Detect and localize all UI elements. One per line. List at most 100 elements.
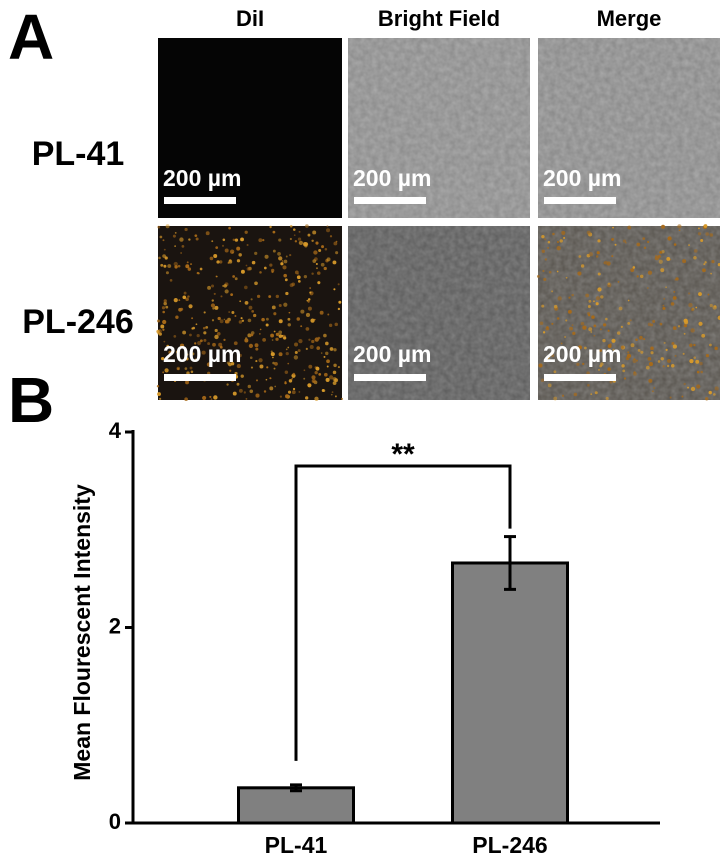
fluorescent-cell	[705, 232, 710, 236]
fluorescent-cell	[213, 254, 218, 259]
fluorescent-cell	[538, 363, 543, 368]
fluorescent-cell	[278, 256, 283, 261]
scale-bar-label: 200 µm	[543, 165, 621, 191]
fluorescent-cell	[599, 328, 602, 331]
fluorescent-cell	[195, 323, 198, 326]
fluorescent-cell	[539, 321, 544, 325]
fluorescent-cell	[291, 377, 294, 380]
fluorescent-cell	[667, 358, 671, 363]
scale-bar	[164, 197, 236, 204]
fluorescent-cell	[333, 363, 337, 368]
fluorescent-cell	[666, 364, 670, 368]
fluorescent-cell	[561, 394, 565, 397]
fluorescent-cell	[275, 294, 280, 299]
fluorescent-cell	[287, 323, 291, 327]
fluorescent-cell	[319, 310, 324, 315]
fluorescent-cell	[274, 385, 277, 388]
fluorescent-cell	[211, 299, 214, 302]
fluorescent-cell	[312, 380, 315, 383]
fluorescent-cell	[178, 307, 182, 312]
fluorescent-cell	[179, 237, 184, 242]
fluorescent-cell	[693, 249, 698, 253]
fluorescent-cell	[265, 378, 268, 381]
y-tick-label: 4	[109, 418, 122, 443]
bar	[451, 561, 569, 825]
fluorescent-cell	[210, 398, 213, 400]
fluorescent-cell	[199, 339, 203, 343]
fluorescent-cell	[223, 318, 226, 321]
fluorescent-cell	[292, 372, 296, 376]
fluorescent-cell	[287, 346, 290, 349]
fluorescent-cell	[272, 356, 274, 359]
fluorescent-cell	[620, 345, 624, 349]
fluorescent-cell	[313, 250, 318, 255]
fluorescent-cell	[571, 293, 574, 297]
fluorescent-cell	[189, 333, 192, 337]
fluorescent-cell	[624, 241, 627, 244]
fluorescent-cell	[280, 262, 284, 266]
fluorescent-cell	[244, 300, 249, 305]
fluorescent-cell	[285, 291, 289, 296]
fluorescent-cell	[263, 390, 267, 393]
fluorescent-cell	[211, 319, 215, 322]
fluorescent-cell	[211, 284, 215, 288]
fluorescent-cell	[700, 370, 703, 374]
fluorescent-cell	[690, 386, 696, 392]
fluorescent-cell	[612, 348, 615, 351]
fluorescent-cell	[630, 268, 635, 272]
fluorescent-cell	[536, 274, 540, 278]
fluorescent-cell	[660, 357, 664, 361]
fluorescent-cell	[256, 294, 261, 298]
fluorescent-cell	[557, 296, 562, 301]
fluorescent-cell	[182, 295, 187, 300]
column-header: DiI	[236, 6, 264, 31]
fluorescent-cell	[169, 279, 173, 282]
fluorescent-cell	[298, 391, 301, 393]
fluorescent-cell	[250, 298, 253, 301]
fluorescent-cell	[597, 272, 601, 276]
fluorescent-cell	[650, 346, 654, 351]
fluorescent-cell	[563, 236, 566, 240]
micrograph-texture	[538, 38, 720, 218]
bar	[237, 786, 355, 825]
fluorescent-cell	[275, 337, 279, 341]
fluorescent-cell	[586, 371, 590, 375]
fluorescent-cell	[561, 230, 566, 235]
fluorescent-cell	[165, 305, 169, 309]
fluorescent-cell	[599, 349, 602, 352]
fluorescent-cell	[173, 261, 178, 267]
fluorescent-cell	[312, 259, 317, 264]
fluorescent-cell	[254, 281, 258, 286]
fluorescent-cell	[194, 342, 197, 345]
fluorescent-cell	[647, 240, 650, 244]
fluorescent-cell	[607, 367, 611, 371]
fluorescent-cell	[278, 238, 282, 242]
fluorescent-cell	[709, 233, 714, 237]
fluorescent-cell	[250, 333, 254, 337]
fluorescent-cell	[333, 288, 336, 291]
fluorescent-cell	[329, 347, 334, 351]
x-tick-label: PL-41	[265, 832, 328, 858]
fluorescent-cell	[585, 293, 590, 298]
fluorescent-cell	[289, 224, 293, 228]
fluorescent-cell	[278, 330, 283, 335]
fluorescent-cell	[324, 248, 328, 251]
fluorescent-cell	[659, 322, 663, 326]
fluorescent-cell	[202, 395, 207, 401]
fluorescent-cell	[657, 360, 661, 363]
fluorescent-cell	[594, 391, 598, 395]
fluorescent-cell	[191, 352, 195, 356]
fluorescent-cell	[542, 331, 546, 334]
error-bar	[290, 783, 302, 793]
fluorescent-cell	[303, 369, 306, 372]
fluorescent-cell	[672, 344, 677, 349]
fluorescent-cell	[337, 307, 341, 311]
scale-bar-label: 200 µm	[163, 165, 241, 191]
fluorescent-cell	[548, 270, 552, 274]
fluorescent-cell	[310, 318, 315, 323]
fluorescent-cell	[296, 317, 301, 321]
fluorescent-cell	[688, 292, 691, 295]
fluorescent-cell	[320, 262, 325, 267]
fluorescent-cell	[165, 271, 169, 275]
fluorescent-cell	[188, 238, 191, 241]
